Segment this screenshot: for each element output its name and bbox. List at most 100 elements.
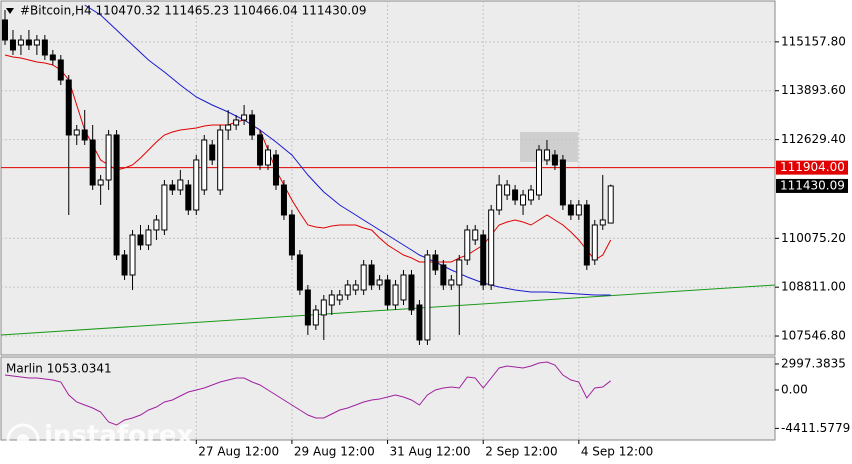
candle-body: [249, 114, 256, 136]
candle-body: [280, 184, 287, 216]
y2-tick-label: 0.00: [781, 383, 808, 397]
watermark: instaforex Instant Forex Trading: [6, 421, 194, 462]
y-tick-label: 115157.80: [781, 34, 846, 48]
candle-body: [41, 39, 48, 56]
candle-body: [265, 149, 272, 166]
candle-body: [121, 254, 128, 276]
candle-body: [488, 209, 495, 286]
candle-body: [177, 179, 184, 191]
candle-body: [113, 134, 120, 256]
watermark-logo: [17, 434, 29, 446]
candle-body: [599, 219, 606, 226]
candle-body: [336, 294, 343, 301]
candle-body: [288, 214, 295, 256]
candle-body: [520, 194, 527, 206]
y-tick-label: 112629.40: [781, 132, 846, 146]
candle-body: [384, 279, 391, 306]
price-label-box: [776, 178, 848, 193]
candle-body: [496, 184, 503, 211]
candle-body: [185, 184, 192, 211]
y-tick-label: 110075.20: [781, 231, 846, 245]
candle-body: [225, 124, 232, 131]
candle-body: [296, 254, 303, 291]
candle-body: [217, 129, 224, 191]
candle-body: [352, 284, 359, 291]
trendline: [0, 284, 776, 336]
candle-body: [9, 39, 16, 51]
candle-body: [504, 184, 511, 196]
plot-layer: [0, 1, 779, 444]
candle-body: [480, 234, 487, 286]
y-tick-label: 107546.80: [781, 329, 846, 343]
candle-body: [607, 185, 614, 224]
chart-title: #Bitcoin,H4 110470.32 111465.23 110466.0…: [20, 4, 367, 18]
x-tick-label: 2 Sep 12:00: [485, 445, 557, 459]
candle-body: [551, 154, 558, 166]
candle-body: [360, 264, 367, 291]
watermark-logo: [6, 423, 40, 457]
indicator-line: [4, 361, 612, 426]
candle-body: [201, 139, 208, 191]
candle-body: [193, 159, 200, 211]
candle-body: [543, 149, 550, 161]
moving-average: [84, 4, 611, 296]
indicator-title: Marlin 1053.0341: [6, 362, 112, 376]
y-tick-label: 108811.00: [781, 280, 846, 294]
candle-body: [567, 204, 574, 216]
y-tick-label: 113893.60: [781, 83, 846, 97]
level-label-box: [776, 160, 848, 175]
candle-body: [17, 39, 24, 46]
candle-body: [392, 284, 399, 306]
candle-body: [81, 129, 88, 141]
candle-body: [559, 159, 566, 206]
candle-body: [105, 134, 112, 181]
candle-body: [57, 59, 64, 81]
x-tick-label: 29 Aug 12:00: [294, 445, 375, 459]
x-tick-label: 31 Aug 12:00: [390, 445, 471, 459]
candle-body: [320, 299, 327, 316]
candle-body: [241, 114, 248, 121]
candle-body: [129, 234, 136, 276]
candle-body: [591, 224, 598, 261]
candle-body: [89, 139, 96, 186]
candle-body: [376, 279, 383, 286]
candle-body: [368, 264, 375, 286]
candle-body: [344, 284, 351, 296]
candle-body: [304, 289, 311, 326]
candle-body: [257, 134, 264, 166]
candle-body: [209, 144, 216, 161]
candle-body: [97, 179, 104, 186]
candle-body: [161, 184, 168, 231]
candle-body: [472, 229, 479, 241]
candle-body: [528, 189, 535, 201]
candle-body: [583, 204, 590, 266]
candle-body: [2, 19, 8, 41]
candle-body: [137, 234, 144, 246]
candle-body: [464, 229, 471, 261]
level-label: 111904.00: [780, 160, 845, 174]
x-tick-label: 27 Aug 12:00: [198, 445, 279, 459]
candle-body: [575, 204, 582, 216]
candle-body: [25, 39, 32, 46]
candle-body: [416, 304, 423, 341]
price-label: 111430.09: [780, 178, 845, 192]
candle-body: [272, 154, 279, 186]
candle-body: [328, 294, 335, 306]
candle-body: [145, 229, 152, 246]
candle-body: [65, 79, 72, 136]
candle-body: [73, 129, 80, 136]
x-tick-label: 4 Sep 12:00: [581, 445, 653, 459]
candle-body: [432, 254, 439, 271]
y2-tick-label: -4411.5779: [781, 421, 850, 435]
candle-body: [169, 184, 176, 191]
candle-body: [400, 274, 407, 301]
candle-body: [440, 264, 447, 286]
candle-body: [233, 119, 240, 126]
candle-body: [408, 274, 415, 311]
candle-body: [535, 149, 542, 196]
candle-body: [512, 189, 519, 201]
candle-body: [312, 309, 319, 326]
candle-body: [456, 259, 463, 286]
candle-body: [33, 39, 40, 46]
